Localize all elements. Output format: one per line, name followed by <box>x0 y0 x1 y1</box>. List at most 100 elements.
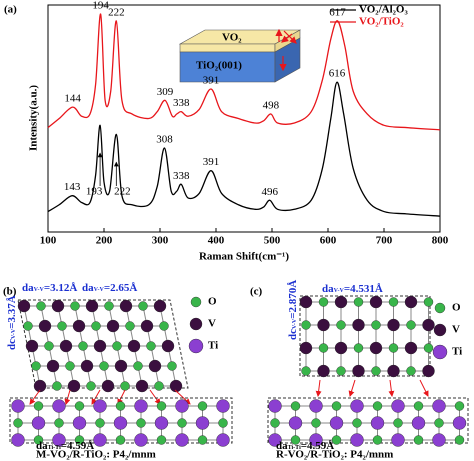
atom <box>175 399 189 413</box>
atom <box>65 361 75 371</box>
atom <box>175 433 189 447</box>
atom <box>161 339 175 353</box>
atom <box>216 433 230 447</box>
phase-label: R-VO₂/R-TiO₂: P4₂/mnm <box>276 449 393 461</box>
plot-frame <box>47 4 441 233</box>
atom <box>393 418 403 428</box>
cell-outline <box>299 295 431 377</box>
atom <box>334 341 348 355</box>
distance-sub: V-V <box>94 287 105 293</box>
peak-label: 338 <box>173 170 190 182</box>
distance-sub: V-V <box>34 287 45 293</box>
shift-arrow <box>388 379 395 397</box>
peak-label: 143 <box>64 181 81 193</box>
atom <box>197 401 208 411</box>
atom <box>454 401 465 411</box>
atom <box>371 320 381 330</box>
distance-main: da <box>22 282 34 294</box>
atom <box>317 364 330 378</box>
atom <box>17 299 31 313</box>
inset-film-label: VO₂ <box>222 32 242 44</box>
atom <box>104 301 114 311</box>
atom <box>135 379 149 393</box>
atom <box>370 416 385 430</box>
atom <box>270 418 280 428</box>
atom <box>299 341 313 355</box>
atom <box>74 435 85 445</box>
atom <box>11 433 25 447</box>
distance-sub: V-V <box>11 328 17 339</box>
shift-arrow <box>174 389 191 405</box>
atom <box>388 343 399 353</box>
atom <box>11 399 25 413</box>
atom <box>190 296 202 308</box>
atom <box>93 433 107 447</box>
distance-main: da <box>276 440 288 452</box>
atom <box>115 435 126 445</box>
distance-label: daTi-Ti=4.59Å <box>36 440 94 452</box>
x-tick-label: 600 <box>320 235 337 247</box>
atom <box>372 435 383 445</box>
atom <box>432 433 446 447</box>
distance-label: dcV-V=2.870Å <box>287 280 299 340</box>
atom <box>336 320 346 330</box>
distance-main: da <box>36 440 48 452</box>
distance-sub: V-V <box>334 288 345 294</box>
atom <box>114 359 128 373</box>
atom <box>413 401 424 411</box>
atom <box>288 416 303 430</box>
atom <box>350 399 364 413</box>
atom <box>318 343 329 353</box>
inset-substrate-label: TiO₂(001) <box>196 60 242 72</box>
atom <box>52 433 66 447</box>
atom <box>413 435 424 445</box>
shift-arrow <box>315 379 322 397</box>
atom <box>331 435 342 445</box>
x-tick-label: 400 <box>208 235 225 247</box>
atom <box>148 359 162 373</box>
atom <box>38 319 52 333</box>
atom <box>146 341 156 351</box>
peak-label: 391 <box>203 156 220 168</box>
legend-label: V <box>208 318 216 330</box>
atom <box>57 321 67 331</box>
atom <box>434 418 444 428</box>
distance-label: daTi-Ti=4.59Å <box>276 440 334 452</box>
peak-label: 222 <box>108 6 125 18</box>
atom <box>301 366 311 376</box>
atom <box>177 418 187 428</box>
distance-label: daV-V=2.65Å <box>82 282 137 294</box>
atom <box>78 341 88 351</box>
atom <box>411 416 426 430</box>
peak-label: 194 <box>92 0 109 12</box>
x-tick-label: 800 <box>432 235 449 247</box>
distance-label: dcV-V=3.37Å <box>6 295 18 350</box>
atom <box>299 295 313 309</box>
atom <box>25 339 39 353</box>
distance-value: =4.59Å <box>61 440 95 452</box>
atom <box>72 416 87 430</box>
atom <box>70 301 80 311</box>
atom <box>388 297 399 307</box>
legend-label: O <box>452 302 461 314</box>
atom <box>138 301 148 311</box>
atom <box>268 399 282 413</box>
peak-label: 309 <box>157 86 174 98</box>
phase-label: M-VO₂/R-TiO₂: P4₂/mnm <box>36 449 156 461</box>
atom <box>136 418 146 428</box>
shift-arrow <box>149 389 161 405</box>
atom <box>67 379 81 393</box>
atom <box>154 416 169 430</box>
distance-value: =3.37Å <box>6 295 18 329</box>
atom <box>318 297 329 307</box>
atom <box>154 381 164 391</box>
distance-value: =4.59Å <box>301 440 335 452</box>
atom <box>91 321 101 331</box>
atom <box>159 321 169 331</box>
atom <box>59 339 73 353</box>
atom <box>369 341 383 355</box>
peak-label: 308 <box>156 134 173 146</box>
atom <box>422 318 435 332</box>
